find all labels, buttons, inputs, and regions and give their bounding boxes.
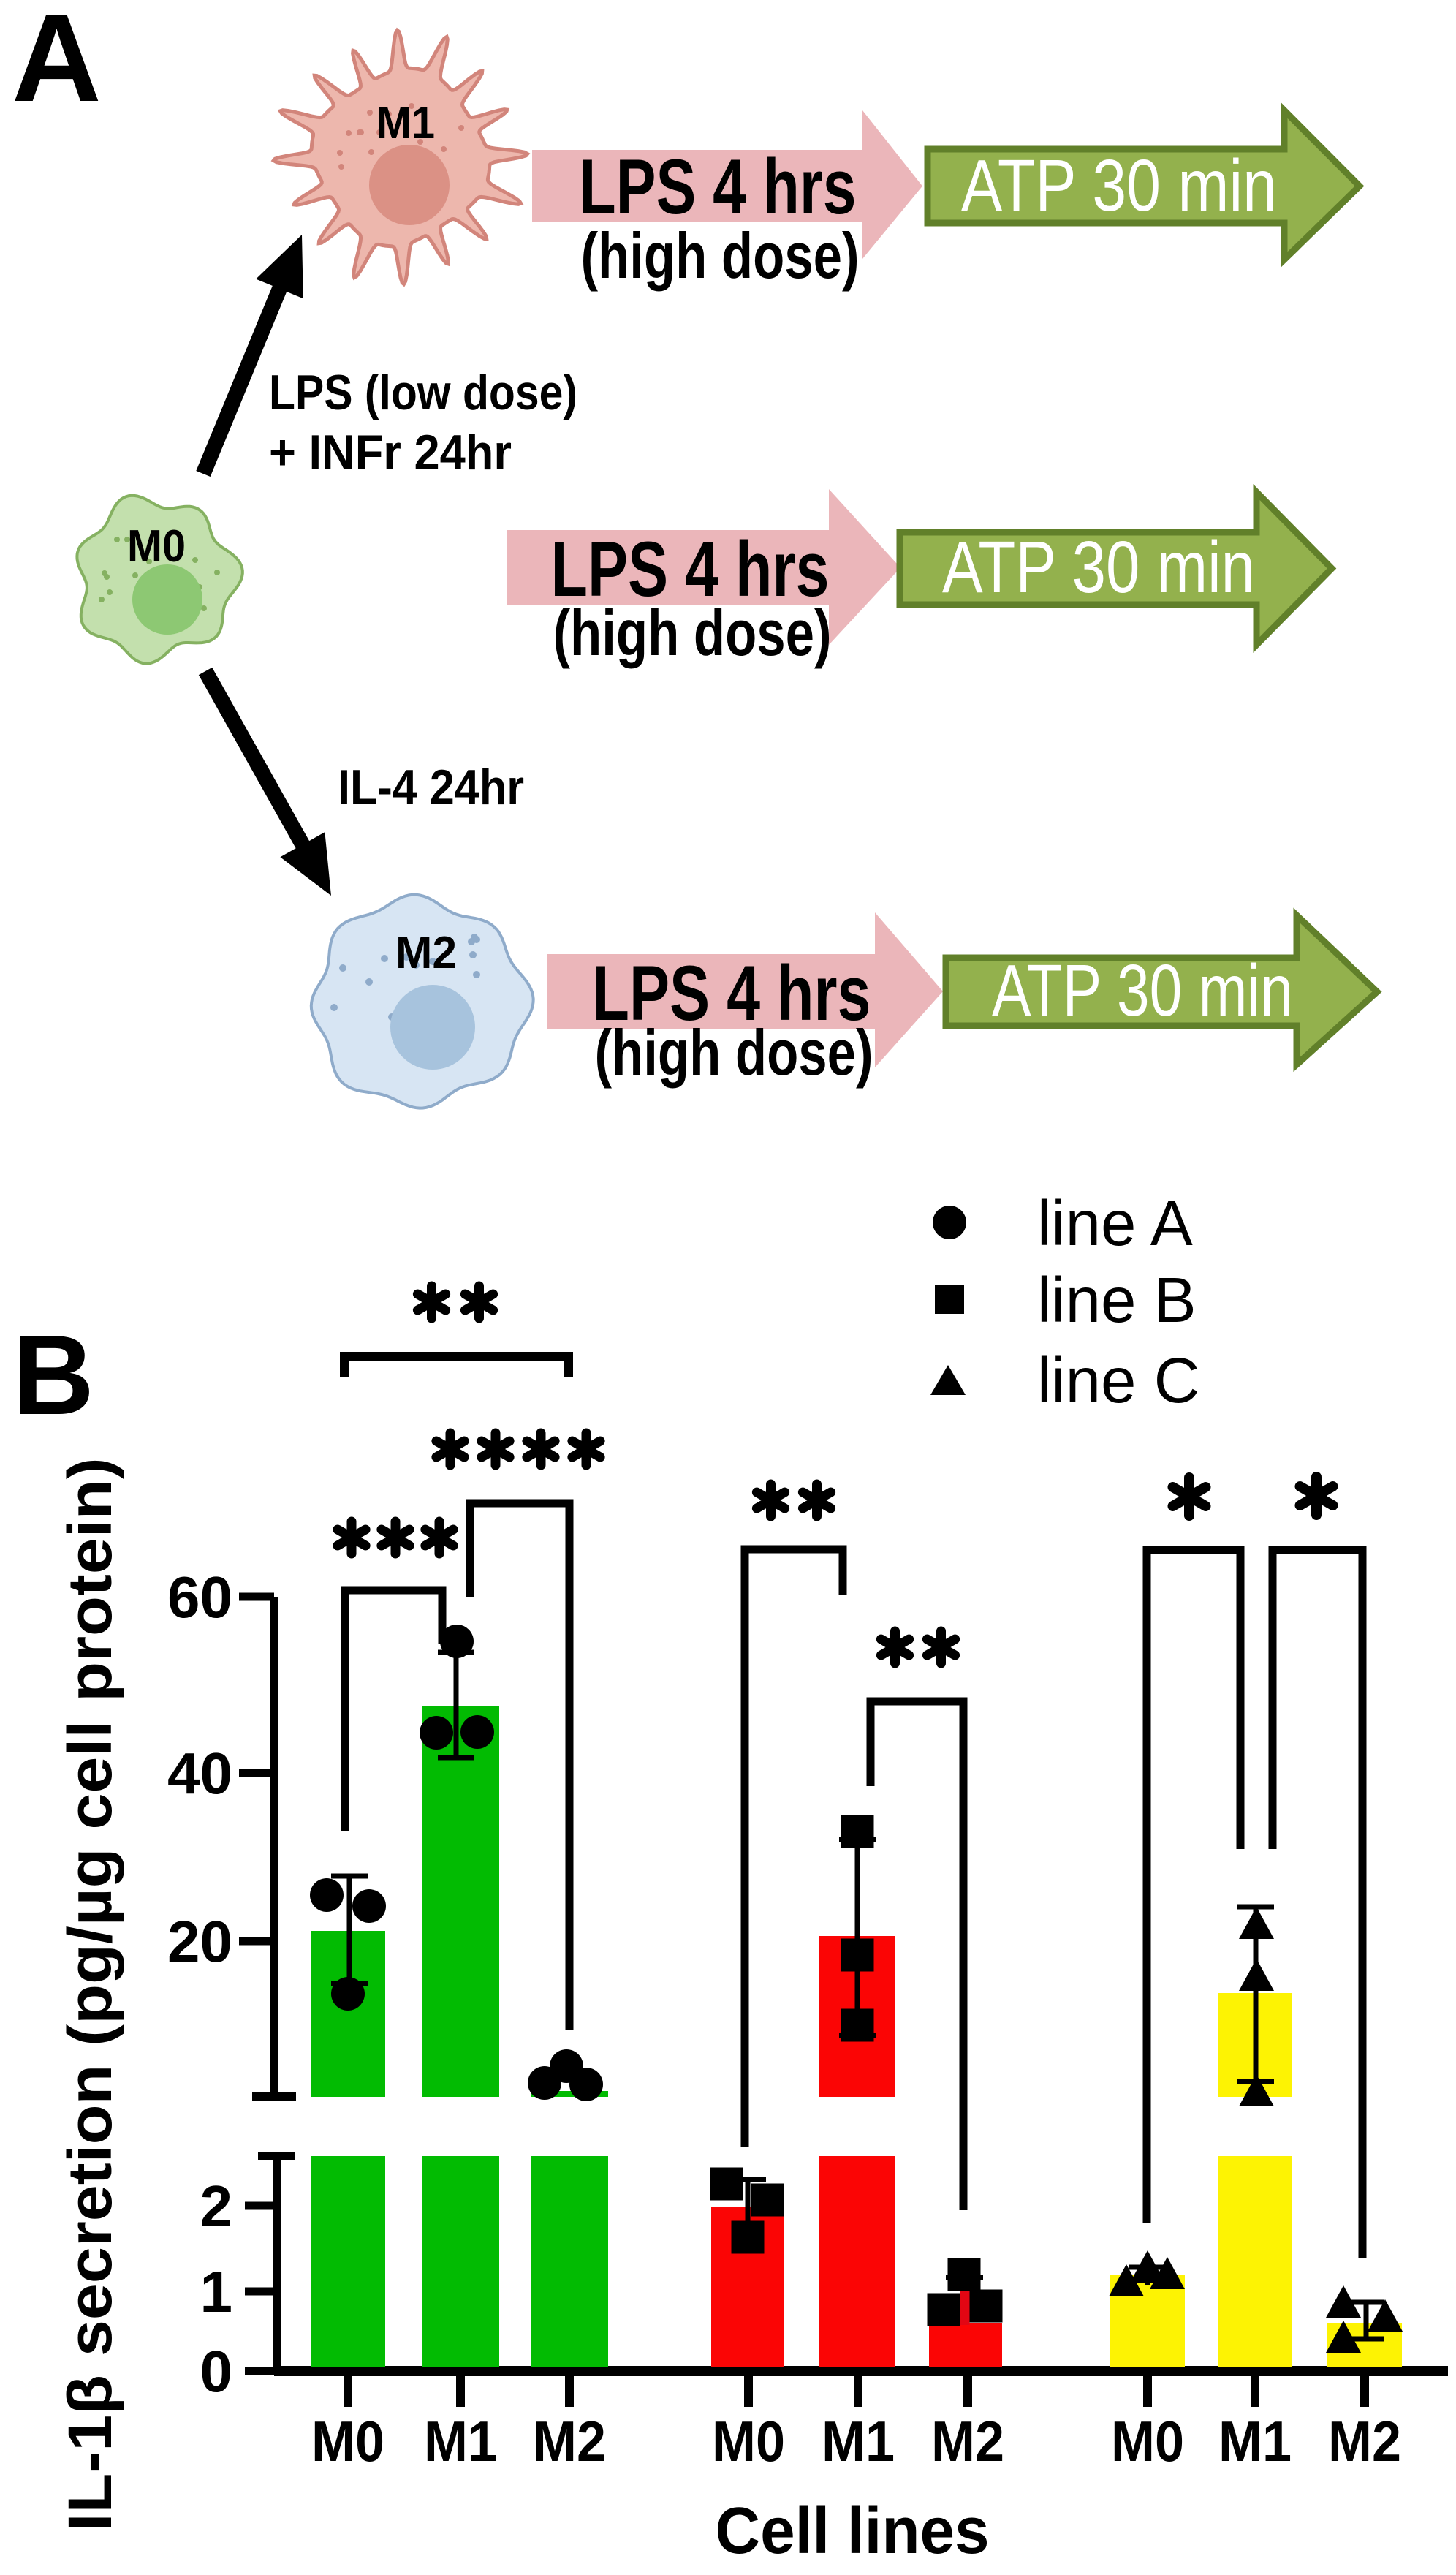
svg-text:A: A [12,0,102,128]
svg-text:M1: M1 [822,2409,895,2473]
svg-text:M2: M2 [533,2409,606,2473]
svg-text:M2: M2 [395,928,457,978]
svg-text:M0: M0 [1111,2409,1184,2473]
svg-text:(high dose): (high dose) [581,219,860,292]
svg-text:ATP 30 min: ATP 30 min [992,950,1293,1032]
svg-text:line C: line C [1037,1345,1199,1416]
svg-text:ATP 30 min: ATP 30 min [961,145,1277,227]
svg-text:line A: line A [1037,1188,1193,1259]
svg-text:(high dose): (high dose) [553,597,832,669]
svg-text:1: 1 [200,2259,233,2324]
svg-text:M1: M1 [1218,2409,1292,2473]
svg-text:LPS 4 hrs: LPS 4 hrs [551,525,830,613]
svg-text:line B: line B [1037,1265,1197,1336]
svg-text:M0: M0 [127,521,186,572]
svg-text:M1: M1 [424,2409,497,2473]
svg-text:ATP 30 min: ATP 30 min [942,526,1255,608]
svg-text:LPS 4 hrs: LPS 4 hrs [593,949,871,1037]
svg-text:IL-1β secretion (pg/µg cell pr: IL-1β secretion (pg/µg cell protein) [56,1458,124,2532]
svg-text:M0: M0 [712,2409,785,2473]
svg-text:Cell lines: Cell lines [716,2495,990,2568]
svg-text:M0: M0 [311,2409,384,2473]
svg-text:40: 40 [167,1741,232,1806]
svg-text:2: 2 [200,2174,233,2239]
svg-text:M2: M2 [1328,2409,1401,2473]
svg-text:M2: M2 [931,2409,1004,2473]
svg-text:IL-4 24hr: IL-4 24hr [338,760,524,815]
svg-text:+ INFr 24hr: + INFr 24hr [269,425,512,480]
svg-text:LPS 4 hrs: LPS 4 hrs [580,143,857,230]
svg-text:60: 60 [167,1565,232,1630]
svg-text:(high dose): (high dose) [595,1016,873,1089]
svg-text:M1: M1 [376,98,435,148]
svg-text:0: 0 [200,2339,233,2404]
svg-text:B: B [12,1312,94,1438]
svg-text:LPS (low dose): LPS (low dose) [269,365,577,420]
svg-text:20: 20 [167,1909,232,1974]
